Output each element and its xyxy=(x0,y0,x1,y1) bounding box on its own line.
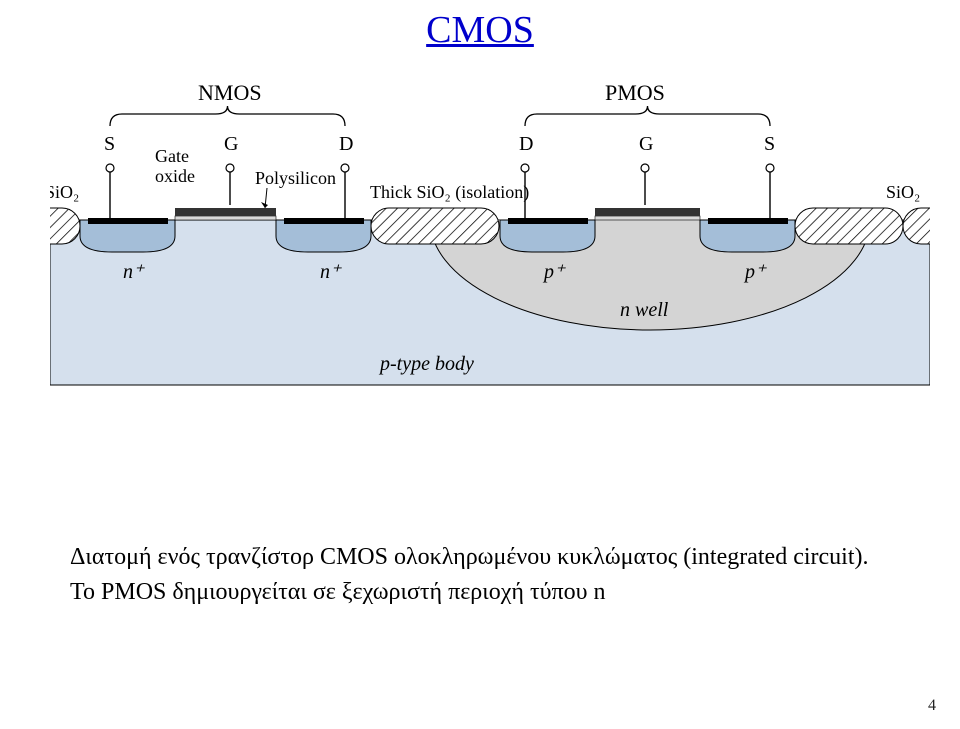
svg-text:G: G xyxy=(639,133,653,155)
svg-text:S: S xyxy=(104,133,115,155)
svg-text:SiO₂: SiO₂ xyxy=(886,182,920,202)
svg-text:SiO₂: SiO₂ xyxy=(50,182,79,202)
svg-text:oxide: oxide xyxy=(155,166,195,186)
svg-text:Thick SiO₂ (isolation): Thick SiO₂ (isolation) xyxy=(370,182,529,203)
svg-text:p⁺: p⁺ xyxy=(743,261,767,283)
page-number: 4 xyxy=(928,697,936,715)
svg-text:NMOS: NMOS xyxy=(198,80,262,105)
svg-text:G: G xyxy=(224,133,238,155)
page-title: CMOS xyxy=(0,8,960,52)
svg-text:n well: n well xyxy=(620,299,669,321)
svg-text:D: D xyxy=(519,133,533,155)
svg-text:n⁺: n⁺ xyxy=(123,261,145,283)
svg-text:p-type body: p-type body xyxy=(378,353,474,375)
figure-caption: Διατομή ενός τρανζίστορ CMOS ολοκληρωμέν… xyxy=(70,540,890,610)
svg-text:D: D xyxy=(339,133,353,155)
svg-text:Gate: Gate xyxy=(155,146,189,166)
svg-text:PMOS: PMOS xyxy=(605,80,665,105)
svg-text:p⁺: p⁺ xyxy=(542,261,566,283)
cmos-diagram: S G D D G S NMOS PMOS Gateoxide Polysilicon Thick … xyxy=(50,80,930,445)
svg-text:S: S xyxy=(764,133,775,155)
svg-text:n⁺: n⁺ xyxy=(320,261,342,283)
svg-text:Polysilicon: Polysilicon xyxy=(255,168,336,188)
